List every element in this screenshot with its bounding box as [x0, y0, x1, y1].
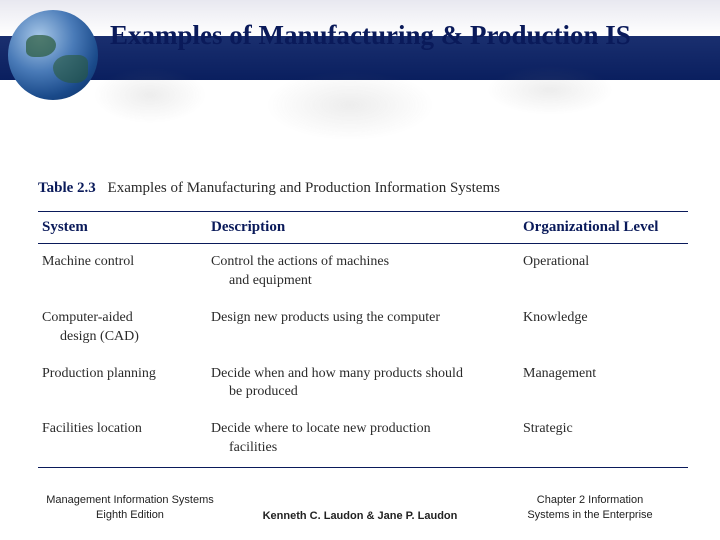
cell-description: Design new products using the computer: [207, 300, 519, 356]
cell-system: Machine control: [38, 244, 207, 300]
cell-level: Knowledge: [519, 300, 688, 356]
footer-left: Management Information Systems Eighth Ed…: [30, 493, 230, 522]
cell-description: Decide when and how many products should…: [207, 356, 519, 412]
table-row: Facilities location Decide where to loca…: [38, 411, 688, 467]
cell-text-line2: and equipment: [211, 272, 515, 291]
cell-text-line2: be produced: [211, 383, 515, 402]
footer-right: Chapter 2 Information Systems in the Ent…: [490, 493, 690, 522]
cell-system: Facilities location: [38, 411, 207, 467]
col-header-system: System: [38, 212, 207, 244]
cell-text: Computer-aided: [42, 310, 133, 325]
table-caption: Table 2.3 Examples of Manufacturing and …: [38, 180, 688, 197]
cell-text: Design new products using the computer: [211, 310, 440, 325]
cell-text: Machine control: [42, 254, 134, 269]
cell-level: Operational: [519, 244, 688, 300]
table-header-row: System Description Organizational Level: [38, 212, 688, 244]
footer-left-line1: Management Information Systems: [46, 494, 214, 506]
footer-right-line2: Systems in the Enterprise: [527, 509, 652, 521]
cell-description: Decide where to locate new production fa…: [207, 411, 519, 467]
table-row: Computer-aided design (CAD) Design new p…: [38, 300, 688, 356]
table-label: Table 2.3: [38, 180, 96, 196]
cell-text: Control the actions of machines: [211, 254, 389, 269]
cell-level: Strategic: [519, 411, 688, 467]
cell-text: Decide when and how many products should: [211, 366, 463, 381]
table-caption-text: Examples of Manufacturing and Production…: [108, 180, 500, 196]
page-title: Examples of Manufacturing & Production I…: [110, 20, 700, 51]
cell-text-line2: design (CAD): [42, 328, 203, 347]
world-map-background: [0, 55, 720, 175]
table-row: Production planning Decide when and how …: [38, 356, 688, 412]
cell-system: Computer-aided design (CAD): [38, 300, 207, 356]
cell-text: Production planning: [42, 366, 156, 381]
cell-system: Production planning: [38, 356, 207, 412]
globe-graphic: [8, 10, 98, 100]
table-container: Table 2.3 Examples of Manufacturing and …: [38, 180, 688, 468]
footer-center: Kenneth C. Laudon & Jane P. Laudon: [230, 510, 490, 522]
cell-text: Decide where to locate new production: [211, 421, 431, 436]
footer-right-line1: Chapter 2 Information: [537, 494, 643, 506]
col-header-description: Description: [207, 212, 519, 244]
cell-level: Management: [519, 356, 688, 412]
data-table: System Description Organizational Level …: [38, 211, 688, 468]
cell-description: Control the actions of machines and equi…: [207, 244, 519, 300]
cell-text-line2: facilities: [211, 439, 515, 458]
table-row: Machine control Control the actions of m…: [38, 244, 688, 300]
col-header-level: Organizational Level: [519, 212, 688, 244]
footer-left-line2: Eighth Edition: [96, 509, 164, 521]
footer: Management Information Systems Eighth Ed…: [0, 493, 720, 522]
cell-text: Facilities location: [42, 421, 142, 436]
